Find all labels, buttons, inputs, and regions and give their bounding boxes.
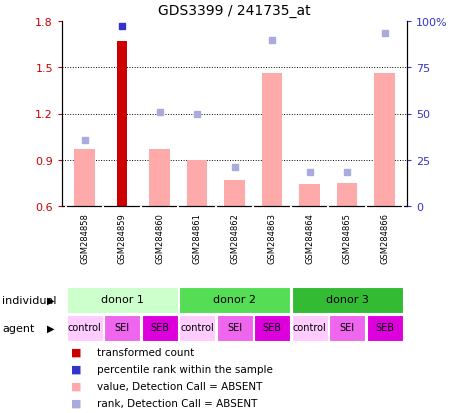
Text: SEI: SEI xyxy=(114,323,129,332)
Text: GSM284858: GSM284858 xyxy=(80,213,89,263)
Text: donor 2: donor 2 xyxy=(213,295,256,305)
Bar xyxy=(366,316,402,341)
Text: donor 3: donor 3 xyxy=(325,295,368,305)
Bar xyxy=(149,150,169,206)
Text: ▶: ▶ xyxy=(47,295,54,305)
Bar xyxy=(299,185,319,206)
Text: GSM284861: GSM284861 xyxy=(192,213,201,263)
Bar xyxy=(67,316,102,341)
Bar xyxy=(74,150,95,206)
Text: GSM284860: GSM284860 xyxy=(155,213,164,263)
Title: GDS3399 / 241735_at: GDS3399 / 241735_at xyxy=(158,4,310,18)
Text: ■: ■ xyxy=(71,364,82,374)
Bar xyxy=(141,316,177,341)
Bar xyxy=(216,316,252,341)
Text: value, Detection Call = ABSENT: value, Detection Call = ABSENT xyxy=(96,381,262,391)
Text: individual: individual xyxy=(2,295,56,305)
Text: GSM284866: GSM284866 xyxy=(379,213,388,264)
Text: GSM284863: GSM284863 xyxy=(267,213,276,264)
Bar xyxy=(328,316,364,341)
Bar xyxy=(291,316,327,341)
Bar xyxy=(104,316,140,341)
Text: rank, Detection Call = ABSENT: rank, Detection Call = ABSENT xyxy=(96,398,257,408)
Bar xyxy=(179,288,290,313)
Text: SEI: SEI xyxy=(339,323,354,332)
Bar xyxy=(261,74,282,206)
Text: GSM284862: GSM284862 xyxy=(230,213,239,263)
Text: transformed count: transformed count xyxy=(96,347,193,357)
Bar xyxy=(291,288,402,313)
Bar xyxy=(117,42,127,206)
Bar xyxy=(186,160,207,206)
Text: control: control xyxy=(67,323,101,332)
Text: GSM284859: GSM284859 xyxy=(118,213,126,263)
Text: SEB: SEB xyxy=(262,323,281,332)
Bar xyxy=(67,288,177,313)
Text: donor 1: donor 1 xyxy=(101,295,143,305)
Text: SEB: SEB xyxy=(374,323,393,332)
Text: GSM284865: GSM284865 xyxy=(342,213,351,263)
Text: ■: ■ xyxy=(71,347,82,357)
Bar xyxy=(253,316,290,341)
Text: ■: ■ xyxy=(71,398,82,408)
Text: ▶: ▶ xyxy=(47,323,54,333)
Text: percentile rank within the sample: percentile rank within the sample xyxy=(96,364,272,374)
Text: control: control xyxy=(180,323,213,332)
Bar xyxy=(224,180,244,206)
Bar xyxy=(374,74,394,206)
Bar xyxy=(336,183,357,206)
Text: SEB: SEB xyxy=(150,323,169,332)
Text: GSM284864: GSM284864 xyxy=(304,213,313,263)
Bar xyxy=(179,316,215,341)
Text: ■: ■ xyxy=(71,381,82,391)
Text: control: control xyxy=(292,323,326,332)
Text: SEI: SEI xyxy=(227,323,241,332)
Text: agent: agent xyxy=(2,323,34,333)
